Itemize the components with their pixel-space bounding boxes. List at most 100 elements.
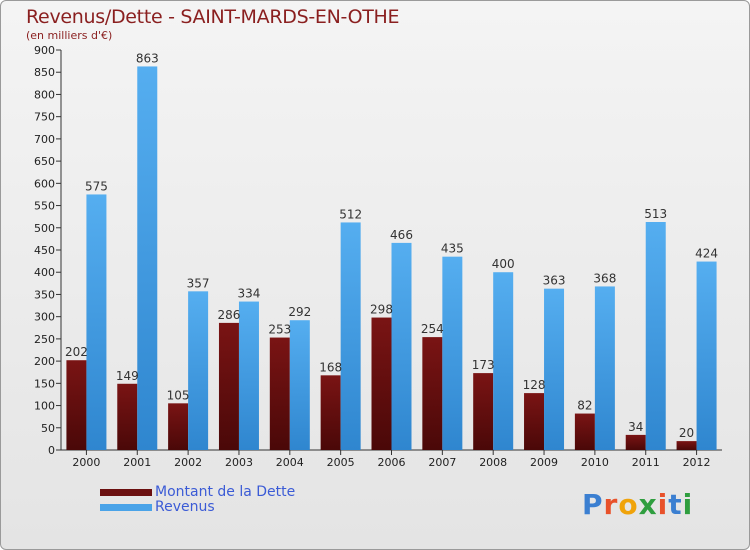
data-label-debt-2001: 149	[116, 369, 139, 383]
bar-revenue-2002	[188, 291, 209, 450]
y-tick-label: 300	[34, 311, 55, 324]
x-tick-label: 2004	[276, 456, 304, 469]
x-tick-label: 2012	[683, 456, 711, 469]
bar-revenue-2011	[645, 222, 666, 450]
data-label-revenue-2010: 368	[593, 271, 616, 285]
data-label-debt-2005: 168	[319, 360, 342, 374]
data-label-revenue-2007: 435	[441, 242, 464, 256]
logo-letter: i	[657, 488, 669, 521]
y-tick-label: 150	[34, 377, 55, 390]
bar-revenue-2005	[340, 222, 361, 450]
bar-debt-2008	[473, 373, 494, 450]
y-tick-label: 50	[41, 422, 55, 435]
y-tick-label: 400	[34, 266, 55, 279]
x-tick-label: 2003	[225, 456, 253, 469]
x-tick-label: 2007	[428, 456, 456, 469]
data-label-debt-2012: 20	[679, 426, 694, 440]
x-tick-label: 2002	[174, 456, 202, 469]
logo-letter: t	[668, 488, 683, 521]
y-tick-label: 350	[34, 288, 55, 301]
bar-debt-2007	[422, 337, 443, 450]
data-label-revenue-2012: 424	[695, 247, 718, 261]
bar-revenue-2009	[544, 288, 565, 450]
x-tick-label: 2011	[632, 456, 660, 469]
data-label-debt-2000: 202	[65, 345, 88, 359]
y-tick-label: 100	[34, 400, 55, 413]
bar-revenue-2007	[442, 256, 463, 450]
data-label-revenue-2005: 512	[339, 207, 362, 221]
data-label-debt-2006: 298	[370, 303, 393, 317]
bar-revenue-2006	[391, 242, 412, 450]
data-label-revenue-2001: 863	[136, 51, 159, 65]
data-label-revenue-2002: 357	[187, 276, 210, 290]
x-tick-label: 2001	[123, 456, 151, 469]
data-label-revenue-2006: 466	[390, 228, 413, 242]
data-label-revenue-2008: 400	[492, 257, 515, 271]
y-tick-label: 250	[34, 333, 55, 346]
y-tick-label: 200	[34, 355, 55, 368]
x-tick-label: 2006	[378, 456, 406, 469]
bar-debt-2009	[524, 393, 545, 450]
x-tick-label: 2005	[327, 456, 355, 469]
y-tick-label: 550	[34, 200, 55, 213]
bar-revenue-2000	[86, 194, 107, 450]
y-tick-label: 500	[34, 222, 55, 235]
logo-letter: x	[638, 488, 658, 521]
data-label-debt-2009: 128	[523, 378, 546, 392]
y-tick-label: 850	[34, 66, 55, 79]
y-tick-label: 750	[34, 111, 55, 124]
legend-swatch-debt	[100, 489, 152, 496]
data-label-debt-2002: 105	[167, 388, 190, 402]
bar-debt-2001	[117, 383, 138, 450]
chart-subtitle: (en milliers d'€)	[26, 29, 113, 42]
data-label-debt-2007: 254	[421, 322, 444, 336]
bar-revenue-2001	[137, 66, 158, 450]
chart-title: Revenus/Dette - SAINT-MARDS-EN-OTHE	[26, 6, 400, 28]
data-label-revenue-2000: 575	[85, 179, 108, 193]
bar-debt-2002	[168, 403, 189, 450]
x-tick-label: 2009	[530, 456, 558, 469]
legend-label-debt: Montant de la Dette	[155, 484, 296, 500]
data-label-debt-2008: 173	[472, 358, 495, 372]
legend-label-revenue: Revenus	[155, 499, 215, 515]
y-tick-label: 900	[34, 44, 55, 57]
x-tick-label: 2008	[479, 456, 507, 469]
y-tick-label: 650	[34, 155, 55, 168]
y-tick-label: 450	[34, 244, 55, 257]
bar-revenue-2008	[493, 272, 514, 450]
bar-debt-2010	[574, 413, 595, 450]
logo-letter: i	[682, 488, 694, 521]
bar-debt-2004	[269, 337, 290, 450]
data-label-revenue-2003: 334	[238, 287, 261, 301]
logo-letter: o	[618, 488, 639, 521]
data-label-revenue-2004: 292	[288, 305, 311, 319]
bar-debt-2011	[625, 434, 646, 450]
data-label-debt-2004: 253	[268, 323, 291, 337]
logo-letter: P	[582, 488, 604, 521]
logo-letter: r	[603, 488, 619, 521]
bar-debt-2006	[371, 317, 392, 450]
x-tick-label: 2010	[581, 456, 609, 469]
bar-revenue-2010	[594, 286, 615, 450]
bar-debt-2012	[676, 441, 697, 450]
bar-debt-2005	[320, 375, 341, 450]
bar-revenue-2004	[289, 320, 310, 450]
x-tick-label: 2000	[72, 456, 100, 469]
bar-debt-2003	[218, 322, 239, 450]
y-tick-label: 0	[48, 444, 55, 457]
bar-debt-2000	[66, 360, 87, 450]
data-label-revenue-2009: 363	[543, 274, 566, 288]
proxiti-logo: Proxiti	[582, 488, 693, 521]
y-tick-label: 800	[34, 88, 55, 101]
bar-revenue-2012	[696, 261, 717, 450]
data-label-revenue-2011: 513	[644, 207, 667, 221]
bar-revenue-2003	[238, 301, 259, 450]
data-label-debt-2003: 286	[218, 308, 241, 322]
legend-swatch-revenue	[100, 504, 152, 511]
data-label-debt-2011: 34	[628, 420, 643, 434]
y-tick-label: 700	[34, 133, 55, 146]
data-label-debt-2010: 82	[577, 399, 592, 413]
y-tick-label: 600	[34, 177, 55, 190]
